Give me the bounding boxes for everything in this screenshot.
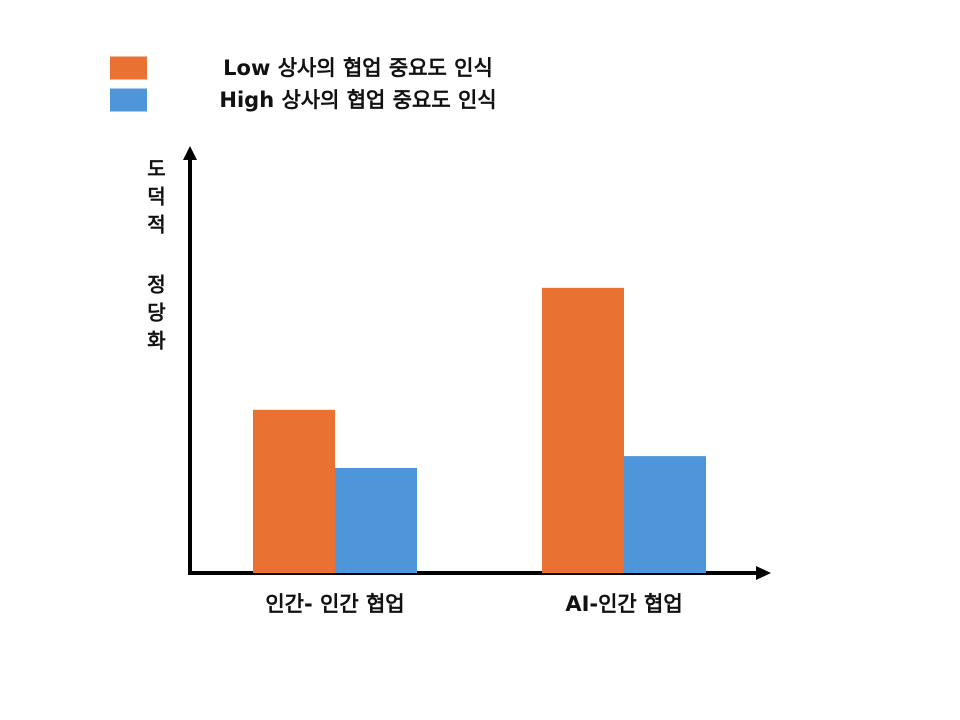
x-axis-arrow <box>756 566 771 580</box>
x-tick-label: AI-인간 협업 <box>565 592 682 616</box>
legend-label: Low 상사의 협업 중요도 인식 <box>223 56 493 80</box>
x-tick-label: 인간- 인간 협업 <box>265 592 404 616</box>
bar <box>253 409 335 573</box>
bar <box>542 287 624 573</box>
y-axis-arrow <box>183 146 197 160</box>
legend-swatch <box>110 56 147 80</box>
legend-label: High 상사의 협업 중요도 인식 <box>219 88 496 112</box>
bar <box>335 468 417 573</box>
y-axis-label: 도덕적 정당화 <box>143 158 167 358</box>
bar <box>624 456 706 573</box>
legend-swatch <box>110 88 147 112</box>
